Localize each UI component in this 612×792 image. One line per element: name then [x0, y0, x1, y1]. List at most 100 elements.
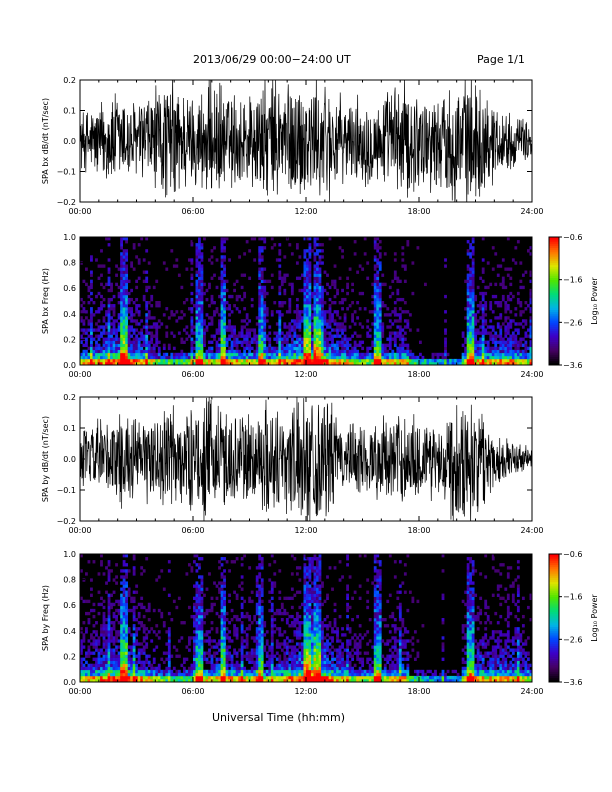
spectrogram-cell — [208, 346, 211, 351]
spectrogram-cell — [125, 328, 129, 332]
spectrogram-cell — [223, 331, 226, 335]
spectrogram-cell — [112, 660, 116, 665]
spectrogram-cell — [290, 343, 294, 348]
spectrogram-cell — [162, 587, 166, 591]
spectrogram-cell — [245, 337, 249, 341]
spectrogram-cell — [240, 343, 244, 348]
spectrogram-cell — [476, 285, 480, 290]
spectrogram-cell — [195, 614, 199, 619]
spectrogram-cell — [102, 340, 106, 344]
spectrogram-cell — [240, 654, 244, 658]
spectrogram-cell — [122, 346, 126, 351]
spectrogram-cell — [376, 358, 380, 363]
spectrogram-cell — [519, 285, 523, 290]
spectrogram-cell — [220, 310, 224, 314]
spectrogram-cell — [403, 361, 407, 366]
spectrogram-cell — [220, 301, 224, 305]
spectrogram-cell — [298, 319, 302, 323]
spectrogram-cell — [223, 334, 226, 338]
spectrogram-cell — [373, 255, 377, 259]
spectrogram-cell — [233, 666, 236, 671]
spectrogram-cell — [132, 605, 136, 610]
spectrogram-cell — [308, 355, 312, 360]
spectrogram-cell — [215, 258, 219, 262]
spectrogram-cell — [82, 358, 86, 363]
spectrogram-cell — [82, 657, 86, 661]
spectrogram-cell — [205, 325, 209, 329]
spectrogram-cell — [107, 563, 111, 567]
spectrogram-cell — [102, 611, 106, 616]
spectrogram-cell — [285, 346, 289, 351]
spectrogram-cell — [371, 358, 375, 363]
spectrogram-cell — [135, 337, 139, 341]
spectrogram-cell — [125, 660, 129, 665]
spectrogram-cell — [120, 297, 123, 302]
spectrogram-cell — [210, 355, 214, 360]
spectrogram-cell — [303, 602, 307, 607]
spectrogram-cell — [223, 645, 226, 649]
spectrogram-cell — [516, 340, 520, 344]
spectrogram-cell — [255, 633, 259, 637]
spectrogram-cell — [90, 587, 93, 591]
spectrogram-cell — [268, 654, 272, 658]
spectrogram-cell — [280, 358, 284, 363]
spectrogram-cell — [308, 249, 312, 253]
spectrogram-cell — [200, 663, 204, 668]
spectrogram-cell — [351, 316, 355, 320]
spectrogram-cell — [200, 630, 204, 634]
spectrogram-cell — [260, 273, 264, 277]
spectrogram-cell — [127, 678, 131, 683]
y-tick-label: −0.2 — [57, 517, 76, 526]
spectrogram-cell — [125, 590, 129, 594]
spectrogram-cell — [208, 648, 211, 652]
spectrogram-cell — [393, 358, 397, 363]
spectrogram-cell — [167, 633, 171, 637]
spectrogram-cell — [213, 273, 216, 277]
spectrogram-cell — [514, 349, 518, 354]
spectrogram-cell — [383, 352, 387, 357]
spectrogram-cell — [316, 304, 319, 308]
spectrogram-cell — [122, 584, 126, 588]
spectrogram-cell — [225, 648, 229, 652]
spectrogram-cell — [486, 261, 490, 265]
spectrogram-cell — [303, 581, 307, 585]
spectrogram-cell — [137, 621, 141, 625]
spectrogram-cell — [120, 261, 123, 265]
spectrogram-cell — [223, 346, 226, 351]
spectrogram-cell — [471, 264, 475, 268]
spectrogram-cell — [378, 346, 382, 351]
spectrogram-cell — [253, 678, 257, 683]
spectrogram-cell — [376, 237, 380, 241]
spectrogram-cell — [313, 258, 317, 262]
spectrogram-cell — [253, 237, 257, 241]
spectrogram-cell — [167, 672, 171, 677]
spectrogram-cell — [102, 660, 106, 665]
spectrogram-cell — [323, 343, 327, 348]
spectrogram-cell — [122, 639, 126, 643]
spectrogram-cell — [195, 310, 199, 314]
spectrogram-cell — [235, 343, 239, 348]
spectrogram-cell — [87, 285, 91, 290]
spectrogram-cell — [253, 334, 257, 338]
spectrogram-cell — [125, 605, 129, 610]
spectrogram-cell — [100, 355, 103, 360]
spectrogram-cell — [132, 355, 136, 360]
spectrogram-cell — [102, 621, 106, 625]
spectrogram-cell — [235, 675, 239, 680]
spectrogram-cell — [285, 343, 289, 348]
x-tick-label: 00:00 — [68, 207, 91, 216]
spectrogram-cell — [157, 361, 161, 366]
spectrogram-cell — [100, 301, 103, 305]
spectrogram-cell — [250, 304, 254, 308]
spectrogram-cell — [145, 270, 149, 274]
spectrogram-cell — [516, 343, 520, 348]
spectrogram-cell — [198, 361, 201, 366]
spectrogram-cell — [228, 636, 231, 640]
spectrogram-cell — [245, 633, 249, 637]
spectrogram-cell — [157, 304, 161, 308]
spectrogram-cell — [223, 352, 226, 357]
spectrogram-cell — [323, 310, 327, 314]
spectrogram-cell — [125, 645, 129, 649]
spectrogram-cell — [275, 340, 279, 344]
spectrogram-cell — [240, 319, 244, 323]
